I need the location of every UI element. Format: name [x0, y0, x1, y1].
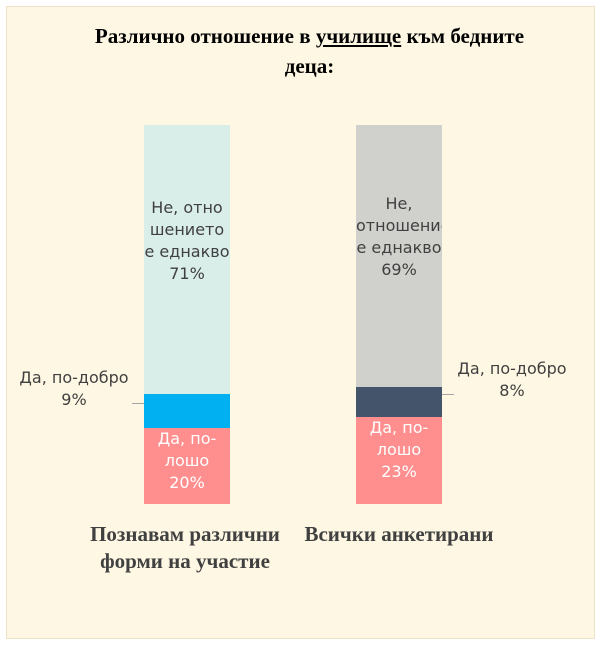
- label-value: 20%: [169, 473, 205, 493]
- bar-segment: [144, 428, 230, 504]
- chart-title: Различно отношение в училище към бедните…: [77, 21, 542, 81]
- label-name: Да, по-лошо: [369, 417, 429, 459]
- label-value: 8%: [499, 380, 525, 400]
- title-part: Различно отношение в: [94, 24, 316, 48]
- leader-line: [132, 403, 144, 405]
- chart: Различно отношение в училище към бедните…: [6, 6, 595, 639]
- data-label: Да, по-лошо 20%: [144, 428, 230, 504]
- leader-line: [442, 393, 454, 395]
- data-label: Не, отношението е еднакво 71%: [144, 197, 230, 285]
- x-tick-label: Познавам различни форми на участие: [90, 522, 280, 573]
- label-value: 71%: [169, 263, 205, 283]
- label-value: 69%: [381, 259, 417, 279]
- data-label: Не, отношението е еднакво 69%: [356, 193, 442, 281]
- bar-segment: [356, 416, 442, 504]
- data-label: Да, по-добро 9%: [18, 367, 130, 411]
- bar-segment: [144, 394, 230, 429]
- bar-segment: [356, 386, 442, 417]
- label-value: 9%: [61, 390, 87, 410]
- data-label: Да, по-добро 8%: [456, 358, 568, 402]
- x-tick-label: Всички анкетирани: [304, 522, 494, 546]
- title-part: училище: [315, 24, 402, 48]
- title-part: към бедните деца:: [284, 24, 525, 78]
- label-name: Да, по-лошо: [157, 429, 217, 471]
- bar-segment: [144, 125, 230, 395]
- label-name: Да, по-добро: [19, 368, 129, 388]
- label-name: Не, отношението е еднакво: [356, 193, 442, 257]
- label-name: Не, отношението е еднакво: [144, 197, 230, 261]
- data-label: Да, по-лошо 23%: [356, 417, 442, 504]
- label-value: 23%: [381, 461, 417, 481]
- bar-segment: [356, 125, 442, 387]
- label-name: Да, по-добро: [457, 358, 567, 378]
